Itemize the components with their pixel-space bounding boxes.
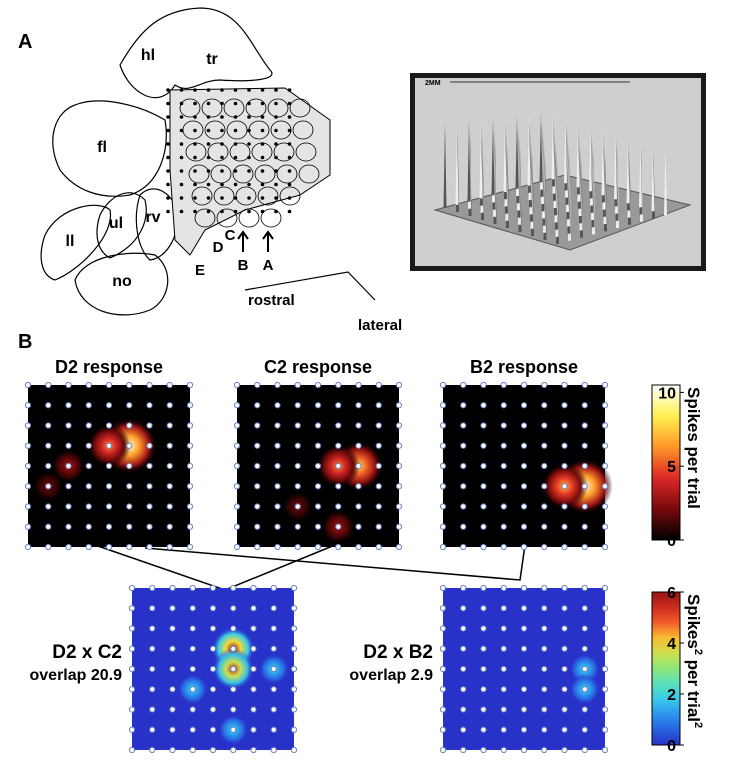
heatmap-title: B2 response (470, 357, 578, 377)
direction-label: rostral (248, 292, 295, 309)
region-label: ll (66, 233, 75, 250)
row-label: C (225, 227, 236, 244)
arrow (262, 230, 274, 252)
region-label: tr (206, 51, 218, 68)
region-label: hl (141, 47, 155, 64)
colorbar-tick-label: 4 (667, 636, 676, 653)
heatmap: D2 response (24, 357, 194, 551)
row-label: D (213, 239, 224, 256)
colorbar-label: Spikes2 per trial2 (684, 594, 704, 728)
heatmap-title: D2 response (55, 357, 163, 377)
colorbar (651, 591, 681, 746)
row-label: A (263, 257, 274, 274)
heatmap-subtitle: overlap 2.9 (349, 667, 433, 684)
connectors (94, 544, 526, 591)
heatmap: D2 x B2 overlap 2.9 (349, 584, 609, 754)
region-label: no (112, 273, 132, 290)
colorbar-tick-label: 5 (667, 459, 676, 476)
region-label: rv (145, 209, 160, 226)
heatmap: B2 response (439, 357, 613, 551)
colorbar-tick-label: 0 (667, 738, 676, 755)
heatmap-subtitle: overlap 20.9 (30, 667, 123, 684)
heatmap-title: C2 response (264, 357, 372, 377)
colorbar-tick-label: 10 (658, 385, 676, 402)
arrow (237, 230, 249, 252)
panel-label: B (18, 331, 32, 353)
region-label: fl (97, 139, 107, 156)
heatmap: C2 response (233, 357, 403, 551)
heatmap: D2 x C2 overlap 20.9 (30, 584, 298, 754)
photo-scale: 2MM (425, 80, 441, 87)
colorbar-tick-label: 0 (667, 533, 676, 550)
colorbar-label: Spikes per trial (684, 387, 703, 509)
heatmap-title: D2 x B2 (363, 642, 433, 663)
row-label: E (195, 262, 205, 279)
region-label: ul (109, 215, 123, 232)
panel-label: A (18, 31, 32, 53)
colorbar (651, 384, 681, 541)
colorbar-tick-label: 6 (667, 585, 676, 602)
electrode-grid (166, 88, 320, 228)
heatmap-title: D2 x C2 (52, 642, 122, 663)
colorbar-tick-label: 2 (667, 687, 676, 704)
array-photo: 2MM (410, 73, 706, 271)
direction-label: lateral (358, 317, 402, 334)
row-label: B (238, 257, 249, 274)
